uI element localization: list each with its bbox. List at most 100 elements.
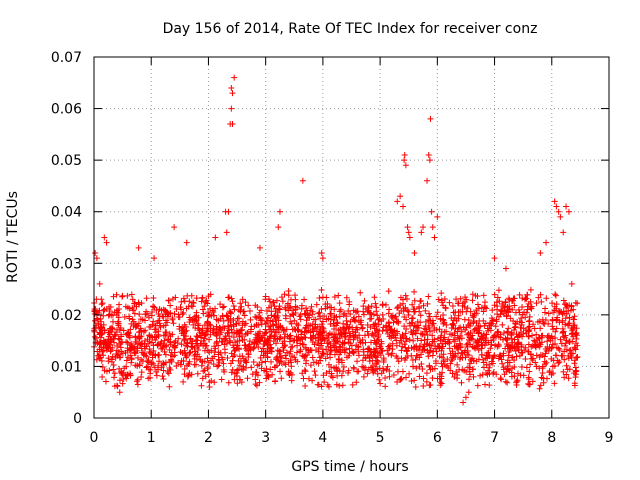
data-point [231,306,238,313]
data-point [227,339,234,346]
data-point [405,312,412,319]
data-point [251,323,258,330]
data-point [524,303,531,310]
data-point [571,322,578,329]
data-point [330,326,337,333]
data-point [268,312,275,319]
data-point [105,333,112,340]
data-point [340,311,347,318]
data-point [561,348,568,355]
data-point [282,315,289,322]
data-point [571,313,578,320]
data-point [128,347,135,354]
data-point [505,308,512,315]
data-point [121,365,128,372]
data-point [549,300,556,307]
data-point [511,295,518,302]
data-point [560,297,567,304]
data-point [220,317,227,324]
data-point [139,349,146,356]
data-point [106,311,113,318]
data-point [220,366,227,373]
data-point [95,352,102,359]
data-point [467,356,474,363]
data-point [370,332,377,339]
data-point [564,366,571,373]
data-point [238,333,245,340]
data-point [96,346,103,353]
data-point [262,358,269,365]
data-point [171,310,178,317]
data-point [160,313,167,320]
data-point [127,326,134,333]
data-point [180,309,187,316]
data-point [499,321,506,328]
data-point [513,353,520,360]
data-point [116,365,123,372]
data-point [449,370,456,377]
data-point [157,340,164,347]
data-point [303,357,310,364]
data-point [256,336,263,343]
data-point [138,374,145,381]
data-point [566,338,573,345]
data-point [440,302,447,309]
data-point [485,339,492,346]
data-point [101,306,108,313]
data-point [548,371,555,378]
data-point [426,362,433,369]
data-point [204,364,211,371]
data-point [462,394,469,401]
data-point [343,324,350,331]
data-point [265,372,272,379]
data-point [480,292,487,299]
data-point [449,303,456,310]
data-point [320,325,327,332]
data-point [369,366,376,373]
data-point [210,361,217,368]
data-point [489,307,496,314]
data-point [112,354,119,361]
y-tick-label: 0.07 [51,50,82,66]
data-point [397,376,404,383]
data-point [271,333,278,340]
data-point [360,308,367,315]
data-point [468,357,475,364]
data-point [499,360,506,367]
data-point [111,333,118,340]
data-point [418,337,425,344]
data-point [494,294,501,301]
data-point [429,375,436,382]
data-point [237,358,244,365]
data-point [147,350,154,357]
data-point [329,331,336,338]
data-point [217,301,224,308]
data-point [400,334,407,341]
data-point [516,291,523,298]
data-point [331,312,338,319]
data-point [99,363,106,370]
data-point [488,315,495,322]
data-point [115,322,122,329]
data-point [332,333,339,340]
y-tick-label: 0 [73,411,82,427]
data-point [289,311,296,318]
y-tick-label: 0.05 [51,153,82,169]
data-point [529,378,536,385]
data-point [220,360,227,367]
data-point [187,349,194,356]
data-point [481,299,488,306]
data-point [466,337,473,344]
data-point [323,370,330,377]
data-point [449,321,456,328]
data-point [165,370,172,377]
data-point [418,360,425,367]
data-point [150,342,157,349]
x-tick-labels: 0 1 2 3 4 5 6 7 8 9 [90,430,614,446]
data-point [425,322,432,329]
data-point [172,344,179,351]
data-point [400,308,407,315]
plot-frame [93,56,610,419]
data-point [474,342,481,349]
data-point [422,326,429,333]
